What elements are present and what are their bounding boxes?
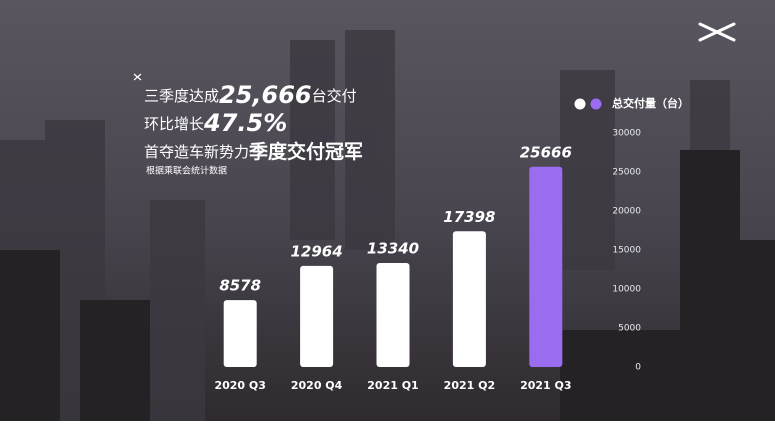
- headline-text: 环比增长: [144, 115, 204, 133]
- source-note: 根据乘联会统计数据: [146, 165, 227, 177]
- x-tick-label: 2021 Q2: [444, 379, 495, 392]
- headline-text: 首夺造车新势力: [144, 143, 249, 161]
- y-tick-label: 20000: [612, 207, 641, 217]
- headline-number: 25,666: [219, 81, 312, 109]
- y-tick-label: 25000: [612, 168, 641, 178]
- bar: [376, 262, 410, 367]
- value-label: 8578: [219, 277, 261, 295]
- headline-mark: [133, 73, 142, 81]
- x-tick-label: 2021 Q3: [520, 379, 571, 392]
- bar: [452, 231, 486, 367]
- headline-text: 台交付: [312, 87, 357, 105]
- headline-text: 三季度达成: [144, 87, 219, 105]
- x-tick-label: 2021 Q1: [367, 379, 418, 392]
- headline-emphasis: 季度交付冠军: [249, 140, 363, 163]
- y-tick-label: 5000: [618, 324, 641, 334]
- headline: 首夺造车新势力季度交付冠军: [144, 140, 363, 163]
- headline-number: 47.5%: [203, 109, 287, 137]
- foreground-buildings: [0, 150, 775, 421]
- headline: 环比增长47.5%: [144, 109, 287, 137]
- y-tick-label: 0: [635, 363, 641, 373]
- value-label: 13340: [367, 239, 419, 257]
- legend-dot: [574, 98, 586, 110]
- legend-label: 总交付量（台）: [612, 96, 689, 110]
- y-tick-label: 30000: [612, 129, 641, 139]
- bar: [529, 166, 563, 367]
- x-tick-label: 2020 Q4: [291, 379, 343, 392]
- legend-dot: [590, 98, 602, 110]
- x-tick-label: 2020 Q3: [214, 379, 265, 392]
- bar: [223, 300, 257, 367]
- y-tick-label: 10000: [612, 285, 641, 295]
- logo: [698, 22, 736, 42]
- value-label: 12964: [291, 242, 343, 260]
- y-tick-label: 15000: [612, 246, 641, 256]
- bar: [300, 265, 334, 367]
- value-label: 17398: [443, 208, 495, 226]
- value-label: 25666: [520, 143, 572, 161]
- headline: 三季度达成25,666台交付: [144, 81, 357, 109]
